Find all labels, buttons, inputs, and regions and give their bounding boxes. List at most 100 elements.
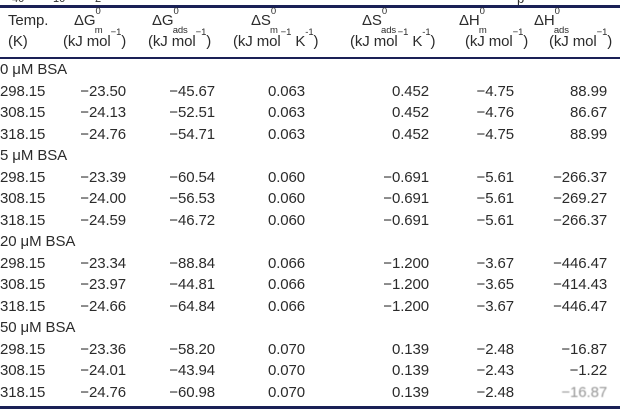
value-cell: 0.070 xyxy=(267,340,305,358)
section-label: 50 μM BSA xyxy=(0,319,76,336)
value-cell: 0.070 xyxy=(267,383,305,401)
column-unit-6: (kJ mol−1) xyxy=(465,27,529,50)
value-cell: −446.47 xyxy=(553,297,608,315)
value-cell: −2.43 xyxy=(476,362,515,379)
value-cell: −269.27 xyxy=(553,190,608,207)
section-row: 50 μM BSA xyxy=(0,317,620,339)
value-cell: −64.84 xyxy=(169,297,215,315)
value-cell: −54.71 xyxy=(169,125,215,143)
caption-fragment: 40 xyxy=(12,0,24,5)
value-cell: −24.13 xyxy=(80,104,126,121)
value-cell: −24.00 xyxy=(80,190,126,207)
column-symbol-4: ΔS0m xyxy=(251,6,278,36)
value-cell: 86.67 xyxy=(570,104,608,121)
value-cell: −23.36 xyxy=(80,340,126,358)
data-row: 298.15 −23.34 −88.84 0.066 −1.200 −3.67 −446.4… xyxy=(0,253,620,275)
header-rule xyxy=(0,57,620,59)
value-cell: −1.22 xyxy=(569,362,608,379)
value-cell: −16.87 xyxy=(561,383,608,401)
value-cell: −5.61 xyxy=(476,190,515,207)
temperature-cell: 308.15 xyxy=(0,362,46,379)
value-cell: −0.691 xyxy=(383,168,429,186)
value-cell: 0.066 xyxy=(267,297,305,315)
value-cell: −24.66 xyxy=(80,297,126,315)
data-row: 308.15 −24.01 −43.94 0.070 0.139 −2.43 −1.22 xyxy=(0,360,620,382)
bottom-rule xyxy=(0,406,620,409)
column-symbol-2: ΔG0m xyxy=(74,6,103,36)
data-row: 318.15 −24.76 −54.71 0.063 0.452 −4.75 88.99 xyxy=(0,124,620,146)
value-cell: 0.066 xyxy=(267,254,305,272)
caption-fragment: 2 xyxy=(95,0,101,5)
table-body: 0 μM BSA 298.15 −23.50 −45.67 0.063 0.452 −4.7… xyxy=(0,59,620,403)
caption-fragment: 10 xyxy=(53,0,65,5)
value-cell: −45.67 xyxy=(169,82,215,100)
column-symbol-6: ΔH0m xyxy=(459,6,487,36)
data-row: 318.15 −24.59 −46.72 0.060 −0.691 −5.61 −266.3… xyxy=(0,210,620,232)
value-cell: −4.75 xyxy=(476,82,515,100)
temperature-cell: 318.15 xyxy=(0,211,46,229)
data-row: 308.15 −24.13 −52.51 0.063 0.452 −4.76 86.67 xyxy=(0,102,620,124)
value-cell: 0.066 xyxy=(267,276,305,293)
column-symbol-3: ΔG0ads xyxy=(152,6,188,36)
temperature-cell: 318.15 xyxy=(0,383,46,401)
value-cell: 0.060 xyxy=(267,168,305,186)
value-cell: −52.51 xyxy=(169,104,215,121)
top-rule xyxy=(0,5,620,8)
column-unit-2: (kJ mol−1) xyxy=(63,27,127,50)
value-cell: −88.84 xyxy=(169,254,215,272)
column-unit-3: (kJ mol−1) xyxy=(148,27,212,50)
value-cell: −3.67 xyxy=(476,254,515,272)
column-unit-5: (kJ mol−1 K-1) xyxy=(350,27,436,50)
data-row: 298.15 −23.36 −58.20 0.070 0.139 −2.48 −16.87 xyxy=(0,339,620,361)
value-cell: −24.59 xyxy=(80,211,126,229)
value-cell: −24.76 xyxy=(80,125,126,143)
value-cell: −56.53 xyxy=(169,190,215,207)
value-cell: −0.691 xyxy=(383,211,429,229)
value-cell: −16.87 xyxy=(561,340,608,358)
section-label: 20 μM BSA xyxy=(0,233,76,250)
value-cell: −23.97 xyxy=(80,276,126,293)
value-cell: −23.39 xyxy=(80,168,126,186)
value-cell: −24.01 xyxy=(80,362,126,379)
data-row: 318.15 −24.76 −60.98 0.070 0.139 −2.48 −16.87 xyxy=(0,382,620,404)
cropped-caption-fragments: 40 10 2 p xyxy=(0,0,620,5)
value-cell: 0.139 xyxy=(391,383,429,401)
value-cell: −23.34 xyxy=(80,254,126,272)
section-label: 0 μM BSA xyxy=(0,61,68,78)
temperature-cell: 298.15 xyxy=(0,340,46,358)
column-unit-1: (K) xyxy=(8,33,28,50)
temperature-cell: 318.15 xyxy=(0,125,46,143)
column-symbol-5: ΔS0ads xyxy=(362,6,397,36)
value-cell: −1.200 xyxy=(383,297,429,315)
value-cell: 0.060 xyxy=(267,211,305,229)
value-cell: −23.50 xyxy=(80,82,126,100)
value-cell: −4.76 xyxy=(476,104,515,121)
value-cell: −3.67 xyxy=(476,297,515,315)
temperature-cell: 318.15 xyxy=(0,297,46,315)
value-cell: 0.452 xyxy=(391,104,429,121)
value-cell: −266.37 xyxy=(553,211,608,229)
value-cell: −60.98 xyxy=(169,383,215,401)
value-cell: −266.37 xyxy=(553,168,608,186)
value-cell: 0.063 xyxy=(267,82,305,100)
value-cell: 0.063 xyxy=(267,125,305,143)
value-cell: −58.20 xyxy=(169,340,215,358)
value-cell: 0.139 xyxy=(391,362,429,379)
data-row: 298.15 −23.50 −45.67 0.063 0.452 −4.75 88.99 xyxy=(0,81,620,103)
temperature-cell: 298.15 xyxy=(0,82,46,100)
value-cell: −2.48 xyxy=(476,383,515,401)
temperature-cell: 298.15 xyxy=(0,168,46,186)
data-row: 308.15 −24.00 −56.53 0.060 −0.691 −5.61 −269.2… xyxy=(0,188,620,210)
value-cell: −5.61 xyxy=(476,168,515,186)
value-cell: −43.94 xyxy=(169,362,215,379)
temperature-cell: 298.15 xyxy=(0,254,46,272)
table-header: Temp. (K) ΔG0m (kJ mol−1) ΔG0ads (kJ mol−1) ΔS… xyxy=(0,6,620,57)
data-row: 318.15 −24.66 −64.84 0.066 −1.200 −3.67 −446.4… xyxy=(0,296,620,318)
value-cell: −24.76 xyxy=(80,383,126,401)
column-symbol-7: ΔH0ads xyxy=(534,6,569,36)
column-unit-7: (kJ mol−1) xyxy=(549,27,613,50)
value-cell: 0.063 xyxy=(267,104,305,121)
value-cell: 88.99 xyxy=(570,125,608,143)
value-cell: 0.070 xyxy=(267,362,305,379)
